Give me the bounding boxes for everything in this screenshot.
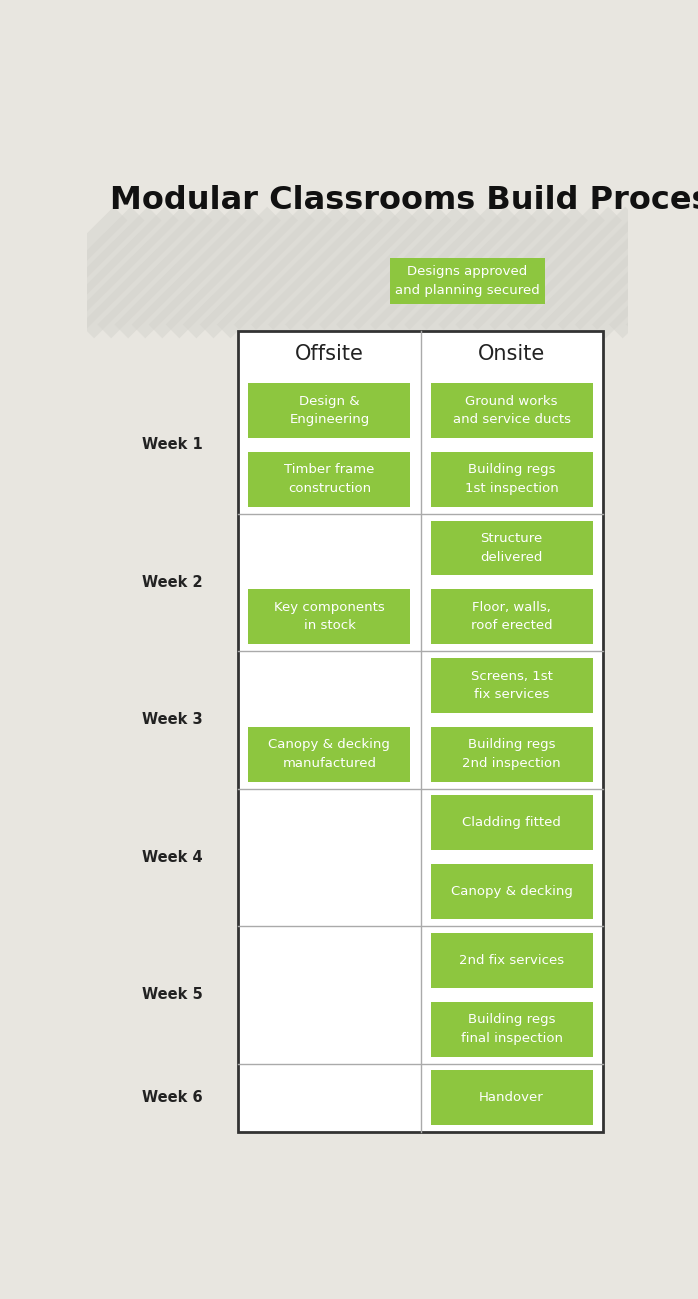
Text: Handover: Handover bbox=[480, 1091, 544, 1104]
FancyBboxPatch shape bbox=[431, 1070, 593, 1125]
Text: Onsite: Onsite bbox=[478, 344, 545, 364]
Text: 2nd fix services: 2nd fix services bbox=[459, 953, 564, 966]
Text: Week 6: Week 6 bbox=[142, 1090, 203, 1105]
Text: Floor, walls,
roof erected: Floor, walls, roof erected bbox=[470, 601, 552, 633]
FancyBboxPatch shape bbox=[431, 521, 593, 575]
FancyBboxPatch shape bbox=[431, 726, 593, 782]
FancyBboxPatch shape bbox=[431, 864, 593, 920]
Text: Modular Classrooms Build Process: Modular Classrooms Build Process bbox=[110, 184, 698, 216]
Text: Week 4: Week 4 bbox=[142, 850, 203, 865]
Text: Week 3: Week 3 bbox=[142, 712, 203, 727]
FancyBboxPatch shape bbox=[239, 331, 602, 1133]
Text: Week 2: Week 2 bbox=[142, 575, 203, 590]
Text: Week 1: Week 1 bbox=[142, 438, 203, 452]
Text: Canopy & decking: Canopy & decking bbox=[451, 885, 572, 898]
FancyBboxPatch shape bbox=[248, 590, 410, 644]
FancyBboxPatch shape bbox=[431, 1002, 593, 1056]
FancyBboxPatch shape bbox=[248, 383, 410, 438]
Text: Offsite: Offsite bbox=[295, 344, 364, 364]
FancyBboxPatch shape bbox=[431, 795, 593, 851]
FancyBboxPatch shape bbox=[87, 213, 628, 331]
Text: Cladding fitted: Cladding fitted bbox=[462, 816, 561, 829]
Text: Structure
delivered: Structure delivered bbox=[480, 533, 543, 564]
FancyBboxPatch shape bbox=[248, 726, 410, 782]
Text: Designs approved
and planning secured: Designs approved and planning secured bbox=[394, 265, 540, 297]
FancyBboxPatch shape bbox=[431, 933, 593, 987]
Text: Screens, 1st
fix services: Screens, 1st fix services bbox=[470, 670, 553, 701]
FancyBboxPatch shape bbox=[431, 452, 593, 507]
Text: Key components
in stock: Key components in stock bbox=[274, 601, 385, 633]
Text: Timber frame
construction: Timber frame construction bbox=[284, 464, 375, 495]
Text: Building regs
final inspection: Building regs final inspection bbox=[461, 1013, 563, 1044]
Text: Ground works
and service ducts: Ground works and service ducts bbox=[452, 395, 570, 426]
Text: Design &
Engineering: Design & Engineering bbox=[289, 395, 369, 426]
Text: Building regs
1st inspection: Building regs 1st inspection bbox=[465, 464, 558, 495]
Text: Week 5: Week 5 bbox=[142, 987, 203, 1003]
FancyBboxPatch shape bbox=[431, 590, 593, 644]
FancyBboxPatch shape bbox=[389, 259, 544, 304]
FancyBboxPatch shape bbox=[248, 452, 410, 507]
FancyBboxPatch shape bbox=[431, 659, 593, 713]
Text: Canopy & decking
manufactured: Canopy & decking manufactured bbox=[269, 738, 390, 770]
FancyBboxPatch shape bbox=[431, 383, 593, 438]
Text: Building regs
2nd inspection: Building regs 2nd inspection bbox=[462, 738, 561, 770]
